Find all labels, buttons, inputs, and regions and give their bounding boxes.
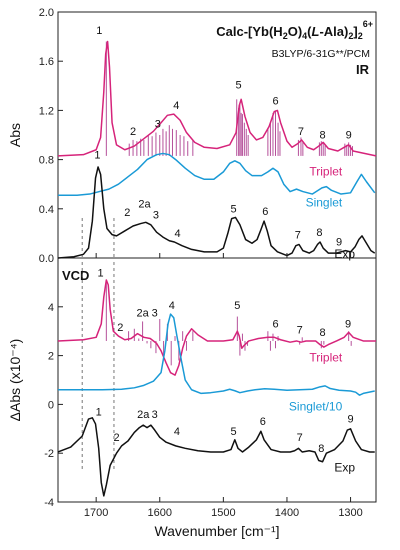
vcd-series-triplet (57, 279, 376, 376)
x-tick-label: 1400 (275, 507, 299, 519)
vcd-peak-label: 1 (96, 406, 102, 418)
ir-series-label: Singlet (306, 195, 343, 209)
vcd-peak-label: 6 (272, 319, 278, 331)
ir-peak-label: 8 (316, 227, 322, 239)
vcd-peak-label: 2 (113, 432, 119, 444)
x-tick-label: 1300 (338, 507, 362, 519)
ir-peak-label: 6 (262, 206, 268, 218)
vcd-y-axis-title: ΔAbs (x10⁻⁴) (7, 339, 23, 422)
vcd-series-exp (57, 417, 375, 497)
vcd-peak-label: 4 (174, 426, 180, 438)
vcd-peak-label: 5 (234, 300, 240, 312)
vcd-peak-label: 1 (98, 267, 104, 279)
vcd-panel-title: VCD (62, 268, 89, 283)
ir-peak-label: 2a (138, 199, 151, 211)
x-axis-title: Wavenumber [cm⁻¹] (154, 523, 279, 539)
ir-peak-label: 1 (96, 25, 102, 37)
ir-peak-label: 3 (153, 210, 159, 222)
vcd-peak-label: 9 (347, 414, 353, 426)
ir-series-label: Exp (334, 247, 355, 261)
ir-peak-label: 4 (173, 100, 179, 112)
ir-y-tick-label: 0.0 (39, 253, 54, 265)
ir-peak-label: 1 (94, 149, 100, 161)
ir-peak-label: 5 (230, 203, 236, 215)
ir-peak-label: 2 (130, 126, 136, 138)
ir-peak-label: 9 (346, 130, 352, 142)
vcd-peak-label: 3 (152, 409, 158, 421)
ir-y-tick-label: 1.2 (39, 105, 54, 117)
ir-peak-label: 6 (272, 95, 278, 107)
x-tick-label: 1600 (148, 507, 172, 519)
vcd-series-label: Triplet (309, 351, 343, 365)
ir-y-tick-label: 0.4 (39, 204, 54, 216)
vcd-peak-label: 2a (136, 308, 149, 320)
vcd-y-tick-label: -4 (44, 497, 54, 509)
ir-peak-label: 9 (336, 237, 342, 249)
vcd-peak-label: 2 (117, 322, 123, 334)
ir-peak-label: 4 (175, 228, 181, 240)
ir-series-singlet (58, 152, 376, 197)
ir-peak-label: 3 (155, 119, 161, 131)
vcd-panel-frame (57, 257, 377, 503)
vcd-peak-label: 7 (297, 325, 303, 337)
vcd-series-singlet-10 (58, 313, 375, 396)
vcd-series-label: Exp (334, 461, 355, 475)
vcd-y-tick-label: -2 (44, 448, 54, 460)
ir-y-tick-label: 1.6 (39, 56, 54, 68)
ir-y-tick-label: 0.8 (39, 155, 54, 167)
chart-title: Calc-[Yb(H2O)4(L-Ala)2]26+ (216, 19, 373, 41)
vcd-peak-label: 2a (137, 409, 150, 421)
ir-peak-label: 7 (298, 126, 304, 138)
vcd-peak-label: 4 (169, 300, 175, 312)
ir-series-triplet (57, 40, 377, 157)
vcd-peak-label: 8 (320, 327, 326, 339)
vcd-peak-label: 9 (345, 319, 351, 331)
ir-series-exp (57, 166, 376, 259)
vcd-peak-label: 6 (260, 416, 266, 428)
ir-series-label: Triplet (309, 165, 343, 179)
vcd-y-tick-label: 0 (48, 399, 54, 411)
vcd-peak-label: 3 (152, 308, 158, 320)
ir-peak-label: 7 (295, 229, 301, 241)
ir-peak-label: 2 (124, 207, 130, 219)
ir-peak-label: 8 (320, 130, 326, 142)
vcd-y-tick-label: 4 (48, 302, 54, 314)
vcd-y-tick-label: 2 (48, 351, 54, 363)
ir-peak-label: 5 (236, 79, 242, 91)
vcd-series-label: Singlet/10 (289, 400, 343, 414)
ir-y-axis-title: Abs (7, 123, 23, 147)
vcd-peak-label: 8 (318, 443, 324, 455)
chart-subtitle: B3LYP/6-31G**/PCM (272, 48, 370, 60)
x-tick-label: 1500 (211, 507, 235, 519)
ir-y-tick-label: 2.0 (39, 7, 54, 19)
x-tick-label: 1700 (84, 507, 108, 519)
vcd-peak-label: 5 (230, 426, 236, 438)
ir-panel-title: IR (356, 62, 370, 77)
vcd-peak-label: 7 (297, 432, 303, 444)
